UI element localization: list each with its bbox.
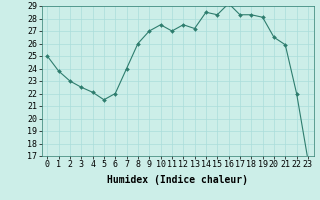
X-axis label: Humidex (Indice chaleur): Humidex (Indice chaleur) [107,175,248,185]
